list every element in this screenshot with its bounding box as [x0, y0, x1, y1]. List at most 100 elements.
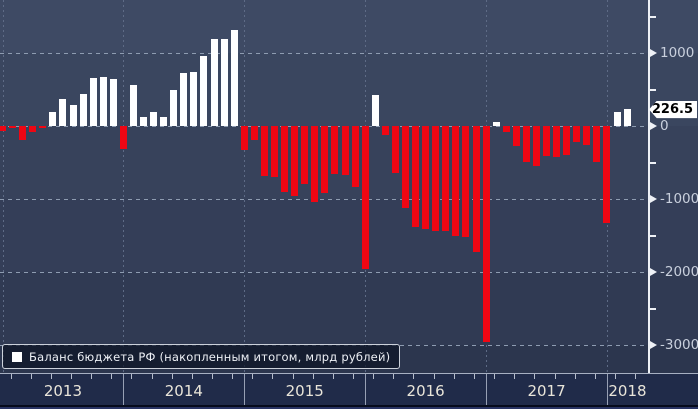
y-axis-tick-arrow-icon	[650, 122, 657, 130]
bar-2017-05	[532, 126, 540, 167]
y-axis-minor-tick--500	[650, 161, 656, 164]
bar-2015-06	[301, 126, 309, 185]
x-axis-year-label-2015: 2015	[285, 382, 324, 400]
bar-2013-11	[109, 78, 117, 126]
x-axis-line	[0, 373, 698, 374]
background-band	[0, 0, 698, 53]
bar-2017-07	[553, 126, 561, 158]
bar-2016-01	[371, 94, 379, 126]
last-value-badge: 226.5	[649, 100, 697, 119]
x-axis-minor-tick	[413, 374, 415, 379]
legend-box[interactable]: Баланс бюджета РФ (накопленным итогом, м…	[2, 344, 401, 369]
x-axis-band: 2013 2014 2015 2016 2017 2018	[0, 374, 698, 405]
bar-2015-03	[271, 126, 279, 178]
bar-2015-08	[321, 126, 329, 193]
bar-2016-10	[462, 126, 470, 237]
bar-2017-09	[573, 126, 581, 143]
x-axis-minor-tick	[252, 374, 254, 379]
bar-2013-10	[99, 77, 107, 126]
bar-2017-12	[603, 126, 611, 224]
x-axis-minor-tick	[272, 374, 274, 379]
background-band	[0, 126, 698, 199]
bar-2015-04	[281, 126, 289, 192]
x-axis-minor-tick	[453, 374, 455, 379]
x-axis-year-divider	[123, 374, 125, 405]
gridline-h-1000	[0, 53, 648, 54]
y-axis-label--1000: -1000	[660, 191, 698, 207]
bar-2014-12	[240, 126, 248, 151]
x-axis-minor-tick	[191, 374, 193, 379]
x-axis-minor-tick	[635, 374, 637, 379]
bar-2014-08	[200, 55, 208, 126]
plot-area	[0, 0, 648, 373]
x-axis-minor-tick	[30, 374, 32, 379]
bar-2014-11	[230, 30, 238, 126]
y-axis-minor-tick-1500	[650, 15, 656, 18]
bar-2018-02	[623, 109, 631, 126]
bar-2018-01	[613, 111, 621, 126]
y-axis-tick-arrow-icon	[650, 49, 657, 57]
bar-2013-01	[9, 126, 17, 128]
x-axis-minor-tick	[232, 374, 234, 379]
bar-2016-02	[381, 126, 389, 136]
legend-swatch-icon	[12, 351, 22, 362]
x-axis-year-divider	[244, 374, 246, 405]
bar-2014-03	[150, 112, 158, 126]
bar-2013-05	[49, 112, 57, 126]
bar-2014-06	[180, 72, 188, 126]
gridline-year-2013	[2, 0, 4, 373]
bar-2016-05	[412, 126, 420, 228]
bar-2017-02	[502, 126, 510, 133]
y-axis-minor-tick-500	[650, 88, 656, 91]
x-axis-minor-tick	[151, 374, 153, 379]
bar-2013-03	[29, 126, 37, 132]
bar-2017-06	[543, 126, 551, 156]
bar-2014-04	[160, 117, 168, 126]
bar-2017-04	[522, 126, 530, 163]
legend-label: Баланс бюджета РФ (накопленным итогом, м…	[29, 349, 391, 364]
bar-2016-11	[472, 126, 480, 253]
x-axis-year-label-2018: 2018	[608, 382, 647, 400]
x-axis-band-bottom-border	[0, 405, 698, 407]
y-axis-minor-tick--2500	[650, 307, 656, 310]
background-band	[0, 272, 698, 345]
x-axis-year-label-2017: 2017	[527, 382, 566, 400]
x-axis-minor-tick	[393, 374, 395, 379]
y-axis-line	[648, 0, 650, 374]
x-axis-minor-tick	[514, 374, 516, 379]
x-axis-minor-tick	[594, 374, 596, 379]
x-axis-minor-tick	[373, 374, 375, 379]
gridline-h--2000	[0, 272, 648, 273]
x-axis-minor-tick	[534, 374, 536, 379]
gridline-h--1000	[0, 199, 648, 200]
bar-2014-01	[129, 85, 137, 126]
panel-bottom-strip	[0, 407, 698, 409]
y-axis-label--3000: -3000	[660, 337, 698, 353]
bar-2014-07	[190, 71, 198, 126]
x-axis-minor-tick	[131, 374, 133, 379]
x-axis-minor-tick	[50, 374, 52, 379]
x-axis-minor-tick	[91, 374, 93, 379]
bar-2017-10	[583, 126, 591, 145]
x-axis-year-label-2016: 2016	[406, 382, 445, 400]
bar-2015-07	[311, 126, 319, 202]
x-axis-minor-tick	[614, 374, 616, 379]
x-axis-minor-tick	[353, 374, 355, 379]
y-axis-label-0: 0	[660, 118, 669, 134]
bar-2016-03	[391, 126, 399, 174]
bar-2016-07	[432, 126, 440, 231]
x-axis-year-label-2013: 2013	[43, 382, 83, 400]
x-axis-minor-tick	[10, 374, 12, 379]
bar-2015-11	[351, 126, 359, 188]
gridline-year-2015	[244, 0, 246, 373]
bar-2012-12	[0, 126, 6, 132]
bar-2016-08	[442, 126, 450, 232]
bar-2015-01	[250, 126, 258, 140]
bar-2015-09	[331, 126, 339, 175]
bar-2013-07	[69, 104, 77, 126]
bar-2015-05	[291, 126, 299, 196]
background-band	[0, 199, 698, 272]
y-axis-tick-arrow-icon	[650, 341, 657, 349]
bar-2015-12	[361, 126, 369, 270]
